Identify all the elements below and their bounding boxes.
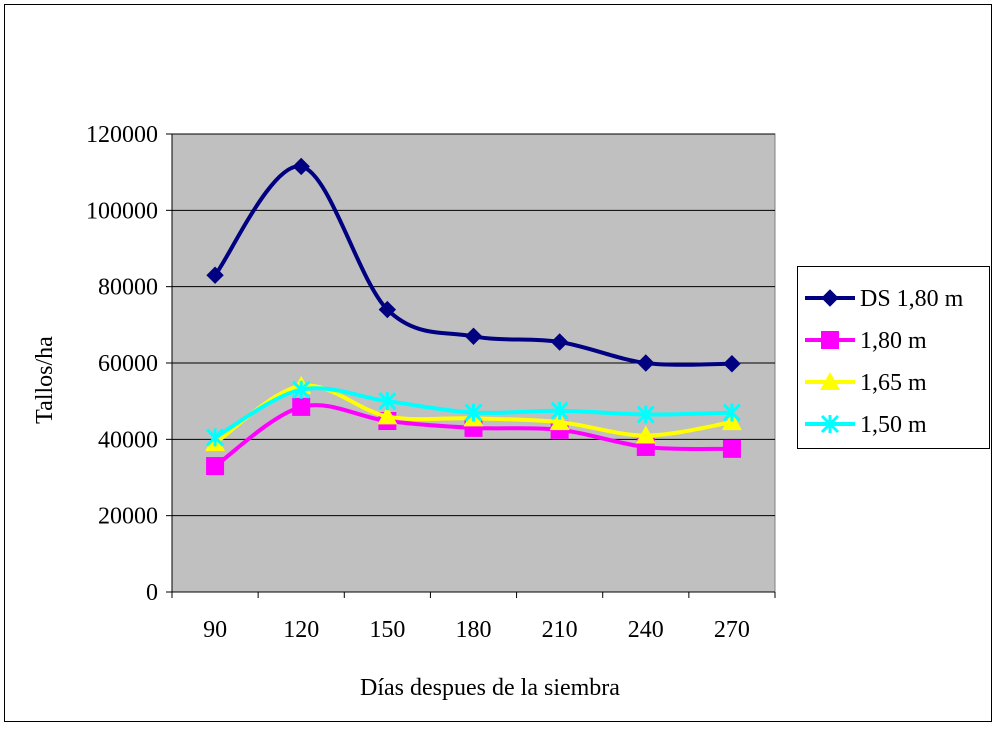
marker xyxy=(206,457,225,476)
x-tick-label: 180 xyxy=(456,617,492,643)
legend-label: 1,80 m xyxy=(860,328,927,354)
y-tick-label: 60000 xyxy=(98,351,158,377)
marker xyxy=(821,331,839,349)
marker xyxy=(636,405,655,424)
y-tick-label: 100000 xyxy=(86,198,158,224)
y-tick-label: 80000 xyxy=(98,275,158,301)
marker xyxy=(464,327,483,345)
x-tick-label: 240 xyxy=(628,617,664,643)
x-axis-label: Días despues de la siembra xyxy=(360,675,620,701)
marker xyxy=(292,157,310,176)
marker xyxy=(722,403,741,422)
marker xyxy=(377,406,398,425)
marker xyxy=(723,355,741,373)
y-tick-label: 20000 xyxy=(98,504,158,530)
legend-label: 1,50 m xyxy=(860,412,927,438)
marker xyxy=(549,412,570,431)
marker xyxy=(378,392,397,411)
marker xyxy=(378,300,397,319)
marker xyxy=(206,428,225,447)
marker xyxy=(635,425,656,444)
legend-label: DS 1,80 m xyxy=(860,286,964,312)
y-tick-label: 40000 xyxy=(98,427,158,453)
marker xyxy=(820,414,840,434)
marker xyxy=(464,403,483,422)
marker xyxy=(550,401,569,420)
marker xyxy=(722,439,741,458)
x-tick-label: 270 xyxy=(714,617,750,643)
x-tick-label: 210 xyxy=(542,617,578,643)
y-tick-label: 120000 xyxy=(86,122,158,148)
marker xyxy=(821,289,839,307)
x-tick-label: 90 xyxy=(203,617,227,643)
marker xyxy=(637,354,655,372)
marker xyxy=(206,266,224,284)
marker xyxy=(292,397,311,416)
marker xyxy=(550,333,569,351)
y-axis-label: Tallos/ha xyxy=(32,336,58,424)
marker xyxy=(292,380,311,399)
x-tick-label: 150 xyxy=(369,617,405,643)
y-tick-label: 0 xyxy=(146,580,158,606)
legend-label: 1,65 m xyxy=(860,370,927,396)
marker xyxy=(820,372,840,390)
x-tick-label: 120 xyxy=(283,617,319,643)
